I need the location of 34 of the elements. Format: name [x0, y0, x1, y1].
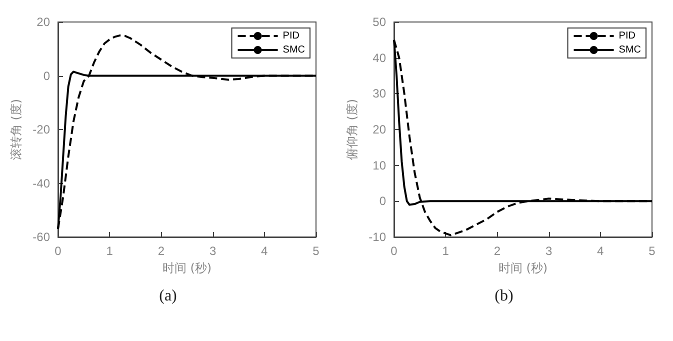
y-tick-label: 10: [372, 158, 386, 172]
text: (a): [159, 288, 177, 304]
x-tick-label: 4: [597, 244, 604, 258]
legend-label: SMC: [618, 44, 642, 56]
y-tick-label: 0: [379, 194, 386, 208]
x-tick-label: 0: [54, 244, 62, 258]
x-tick-label: 4: [261, 244, 268, 258]
x-axis-title: 时间 (秒): [162, 260, 212, 275]
y-tick-label: 20: [372, 122, 386, 136]
text: (b): [494, 288, 514, 304]
legend-label: PID: [282, 30, 300, 42]
x-axis-title: 时间 (秒): [498, 260, 548, 275]
x-tick-label: 3: [209, 244, 216, 258]
y-tick-label: -20: [32, 122, 50, 136]
x-tick-label: 2: [494, 244, 501, 258]
y-axis-title: 滚转角 (度): [8, 98, 23, 160]
y-axis-title: 俯仰角 (度): [344, 98, 359, 160]
x-tick-label: 5: [312, 244, 320, 258]
legend-label: PID: [618, 30, 636, 42]
y-tick-label: -40: [32, 176, 50, 190]
y-tick-label: -60: [32, 230, 50, 244]
x-tick-label: 3: [545, 244, 552, 258]
y-tick-label: 30: [372, 86, 386, 101]
x-tick-label: 1: [442, 244, 450, 258]
y-tick-label: 20: [36, 15, 50, 29]
x-tick-label: 5: [648, 244, 656, 258]
y-tick-label: 0: [43, 68, 50, 83]
y-tick-label: -10: [368, 230, 386, 244]
x-tick-label: 0: [390, 244, 398, 258]
x-tick-label: 2: [158, 244, 165, 258]
x-tick-label: 1: [106, 244, 114, 258]
y-tick-label: 40: [372, 50, 386, 65]
y-tick-label: 50: [372, 15, 386, 29]
legend-label: SMC: [282, 44, 306, 56]
